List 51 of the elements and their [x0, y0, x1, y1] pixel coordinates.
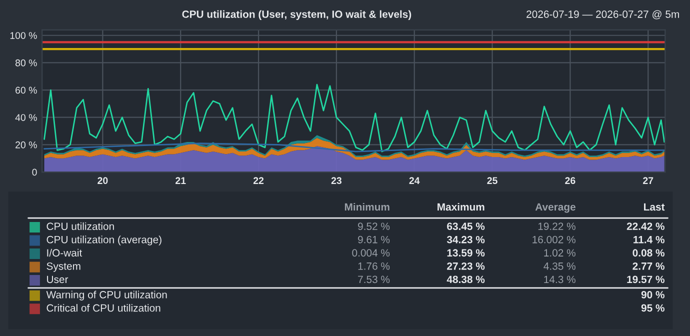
y-tick-label: 60 %	[16, 86, 37, 94]
text: 1.76 %	[358, 262, 390, 270]
legend-label: Warning of CPU utilization	[46, 290, 167, 300]
line-series	[44, 142, 666, 152]
text: 2.77 %	[632, 262, 664, 270]
legend-label: CPU utilization	[46, 222, 114, 230]
text: 7.53 %	[358, 276, 390, 284]
y-tick-label: 40 %	[15, 114, 37, 121]
legend-label: User	[47, 276, 68, 284]
x-tick-label: 23	[331, 177, 342, 184]
y-tick-label: 100 %	[10, 32, 37, 39]
text: 1.02 %	[544, 249, 576, 257]
text: 0.004 %	[352, 249, 390, 257]
x-tick-label: 24	[409, 177, 420, 184]
x-tick-label: 22	[253, 177, 264, 184]
legend-label: Critical of CPU utilization	[46, 304, 160, 312]
legend-label: I/O-wait	[47, 248, 82, 257]
legend-label: CPU utilization (average)	[46, 236, 162, 246]
text: 13.59 %	[447, 249, 485, 257]
x-tick-label: 21	[176, 177, 186, 184]
text: Minimum	[344, 202, 390, 211]
text: 95 %	[641, 304, 664, 312]
y-tick-label: 80 %	[15, 59, 37, 66]
text: 16.002 %	[532, 236, 576, 244]
text: 9.61 %	[358, 236, 390, 244]
text: 90 %	[641, 291, 664, 298]
x-tick-label: 20	[98, 177, 108, 184]
chart-subtitle: 2026-07-19 — 2026-07-27 @ 5m	[526, 10, 679, 20]
y-tick-label: 20 %	[16, 141, 37, 148]
text: 27.23 %	[447, 262, 485, 270]
text: Average	[535, 203, 576, 213]
x-tick-label: 26	[565, 177, 576, 184]
text: 34.23 %	[446, 236, 485, 244]
text: 11.4 %	[634, 236, 664, 244]
text: 9.52 %	[358, 222, 390, 230]
text: 48.38 %	[446, 276, 485, 284]
legend-label: System	[46, 262, 80, 272]
text: Maximum	[438, 202, 484, 211]
text: Last	[644, 203, 665, 211]
text: 4.35 %	[544, 262, 576, 270]
text: 19.22 %	[538, 222, 576, 230]
chart-title: CPU utilization (User, system, IO wait & levels)	[182, 10, 412, 20]
text: 0.08 %	[632, 249, 664, 257]
x-tick-label: 25	[487, 177, 498, 184]
text: 22.42 %	[626, 222, 664, 230]
line-series	[44, 84, 666, 152]
x-tick-label: 27	[643, 177, 654, 184]
y-tick-label: 0	[32, 168, 37, 176]
text: 19.57 %	[627, 276, 664, 284]
text: 63.45 %	[447, 222, 485, 230]
text: 14.3 %	[544, 276, 576, 284]
